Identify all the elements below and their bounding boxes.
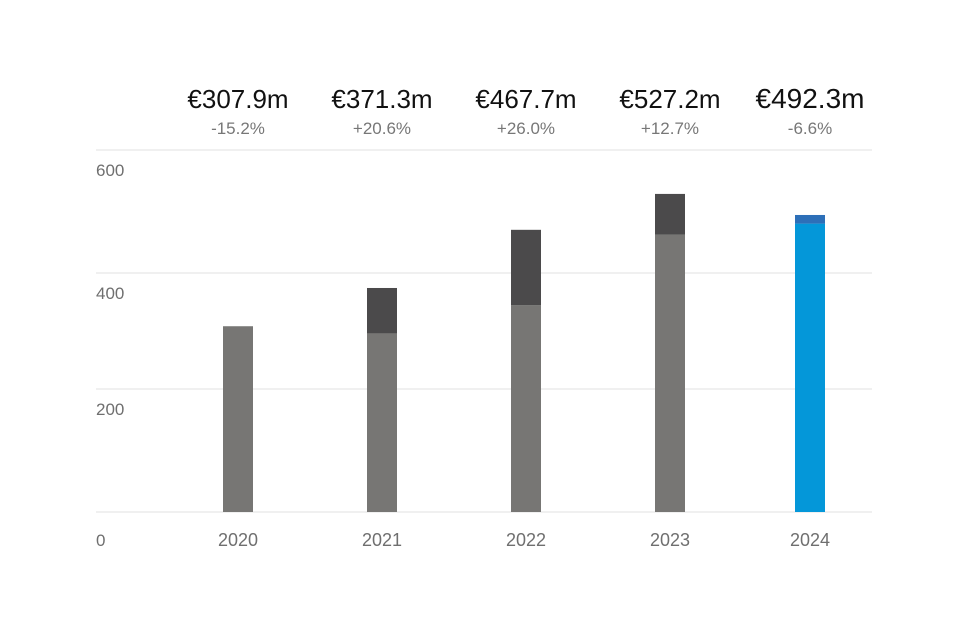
bar-top-2024 [795, 214, 825, 224]
y-tick-label: 400 [96, 284, 124, 303]
value-labels: €307.9m -15.2% €371.3m +20.6% €467.7m +26.0% €… [187, 83, 864, 138]
x-axis-labels: 2020 2021 2022 2023 2024 [218, 530, 830, 550]
bar-base-2021 [367, 333, 397, 512]
x-tick-label-2020: 2020 [218, 530, 258, 550]
change-label-2022: +26.0% [497, 119, 555, 138]
gridlines [96, 149, 872, 513]
total-label-2021: €371.3m [331, 84, 432, 114]
y-tick-label: 0 [96, 531, 105, 550]
y-tick-label: 200 [96, 400, 124, 419]
x-tick-label-2024: 2024 [790, 530, 830, 550]
total-label-2020: €307.9m [187, 84, 288, 114]
bar-base-2022 [511, 305, 541, 512]
x-tick-label-2021: 2021 [362, 530, 402, 550]
bar-base-2020 [223, 326, 253, 512]
bars [223, 193, 825, 512]
bar-top-2021 [367, 287, 397, 334]
change-label-2021: +20.6% [353, 119, 411, 138]
bar-base-2023 [655, 234, 685, 512]
total-label-2022: €467.7m [475, 84, 576, 114]
y-axis-ticks: 0 200 400 600 [96, 161, 124, 550]
x-tick-label-2023: 2023 [650, 530, 690, 550]
total-label-2023: €527.2m [619, 84, 720, 114]
change-label-2020: -15.2% [211, 119, 265, 138]
change-label-2023: +12.7% [641, 119, 699, 138]
bar-base-2024 [795, 223, 825, 512]
bar-top-2022 [511, 229, 541, 306]
bar-top-2023 [655, 193, 685, 235]
x-tick-label-2022: 2022 [506, 530, 546, 550]
y-tick-label: 600 [96, 161, 124, 180]
change-label-2024: -6.6% [788, 119, 832, 138]
total-label-2024: €492.3m [756, 83, 865, 114]
